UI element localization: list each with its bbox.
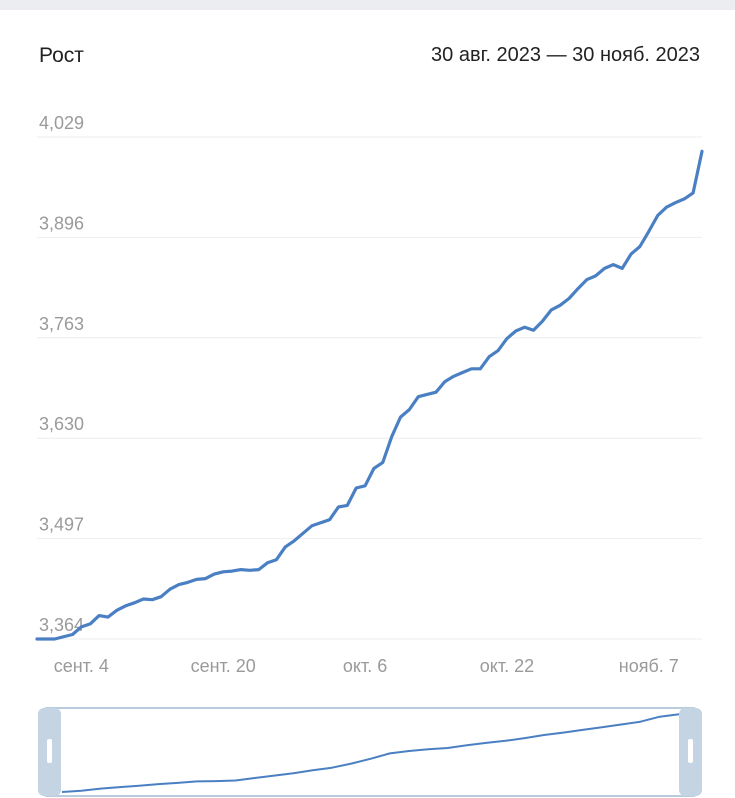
x-tick-label: окт. 22 <box>480 656 534 676</box>
grid-lines <box>37 136 702 640</box>
y-tick-label: 3,497 <box>39 515 84 535</box>
y-tick-label: 3,896 <box>39 213 84 233</box>
y-axis-ticks: 3,364 3,497 3,630 3,763 3,896 4,029 <box>39 113 84 635</box>
series-points <box>36 151 703 640</box>
y-tick-label: 4,029 <box>39 113 84 133</box>
top-divider-bar <box>0 0 735 10</box>
x-tick-label: нояб. 7 <box>619 656 679 676</box>
range-navigator[interactable] <box>38 707 702 797</box>
date-range-label: 30 авг. 2023 — 30 нояб. 2023 <box>431 44 700 66</box>
series-line <box>35 149 704 641</box>
navigator-left-grip <box>47 739 52 763</box>
y-tick-label: 3,763 <box>39 314 84 334</box>
x-tick-label: окт. 6 <box>343 656 387 676</box>
navigator-frame <box>39 707 701 797</box>
navigator-right-grip <box>688 739 693 763</box>
y-tick-label: 3,630 <box>39 414 84 434</box>
x-tick-label: сент. 4 <box>54 656 109 676</box>
navigator-series-line <box>61 713 680 793</box>
chart-title: Рост <box>39 44 84 67</box>
y-tick-label: 3,364 <box>39 615 84 635</box>
x-tick-label: сент. 20 <box>191 656 256 676</box>
